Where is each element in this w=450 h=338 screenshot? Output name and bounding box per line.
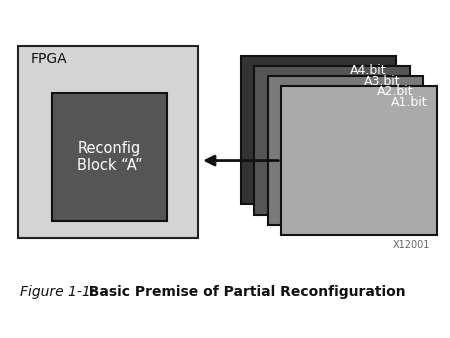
Bar — [268, 76, 423, 225]
Text: A3.bit: A3.bit — [364, 75, 400, 88]
Bar — [241, 56, 396, 204]
Text: FPGA: FPGA — [31, 52, 67, 66]
Text: X12001: X12001 — [392, 240, 430, 250]
Text: Basic Premise of Partial Reconfiguration: Basic Premise of Partial Reconfiguration — [79, 285, 405, 299]
Bar — [281, 86, 436, 235]
Bar — [254, 66, 410, 215]
Bar — [18, 46, 198, 238]
Text: A2.bit: A2.bit — [378, 85, 414, 98]
Text: Reconfig
Block “A”: Reconfig Block “A” — [76, 141, 142, 173]
Text: A4.bit: A4.bit — [351, 64, 387, 77]
Bar — [52, 93, 166, 221]
Text: A1.bit: A1.bit — [391, 96, 428, 108]
Text: Figure 1-1:: Figure 1-1: — [20, 285, 95, 299]
